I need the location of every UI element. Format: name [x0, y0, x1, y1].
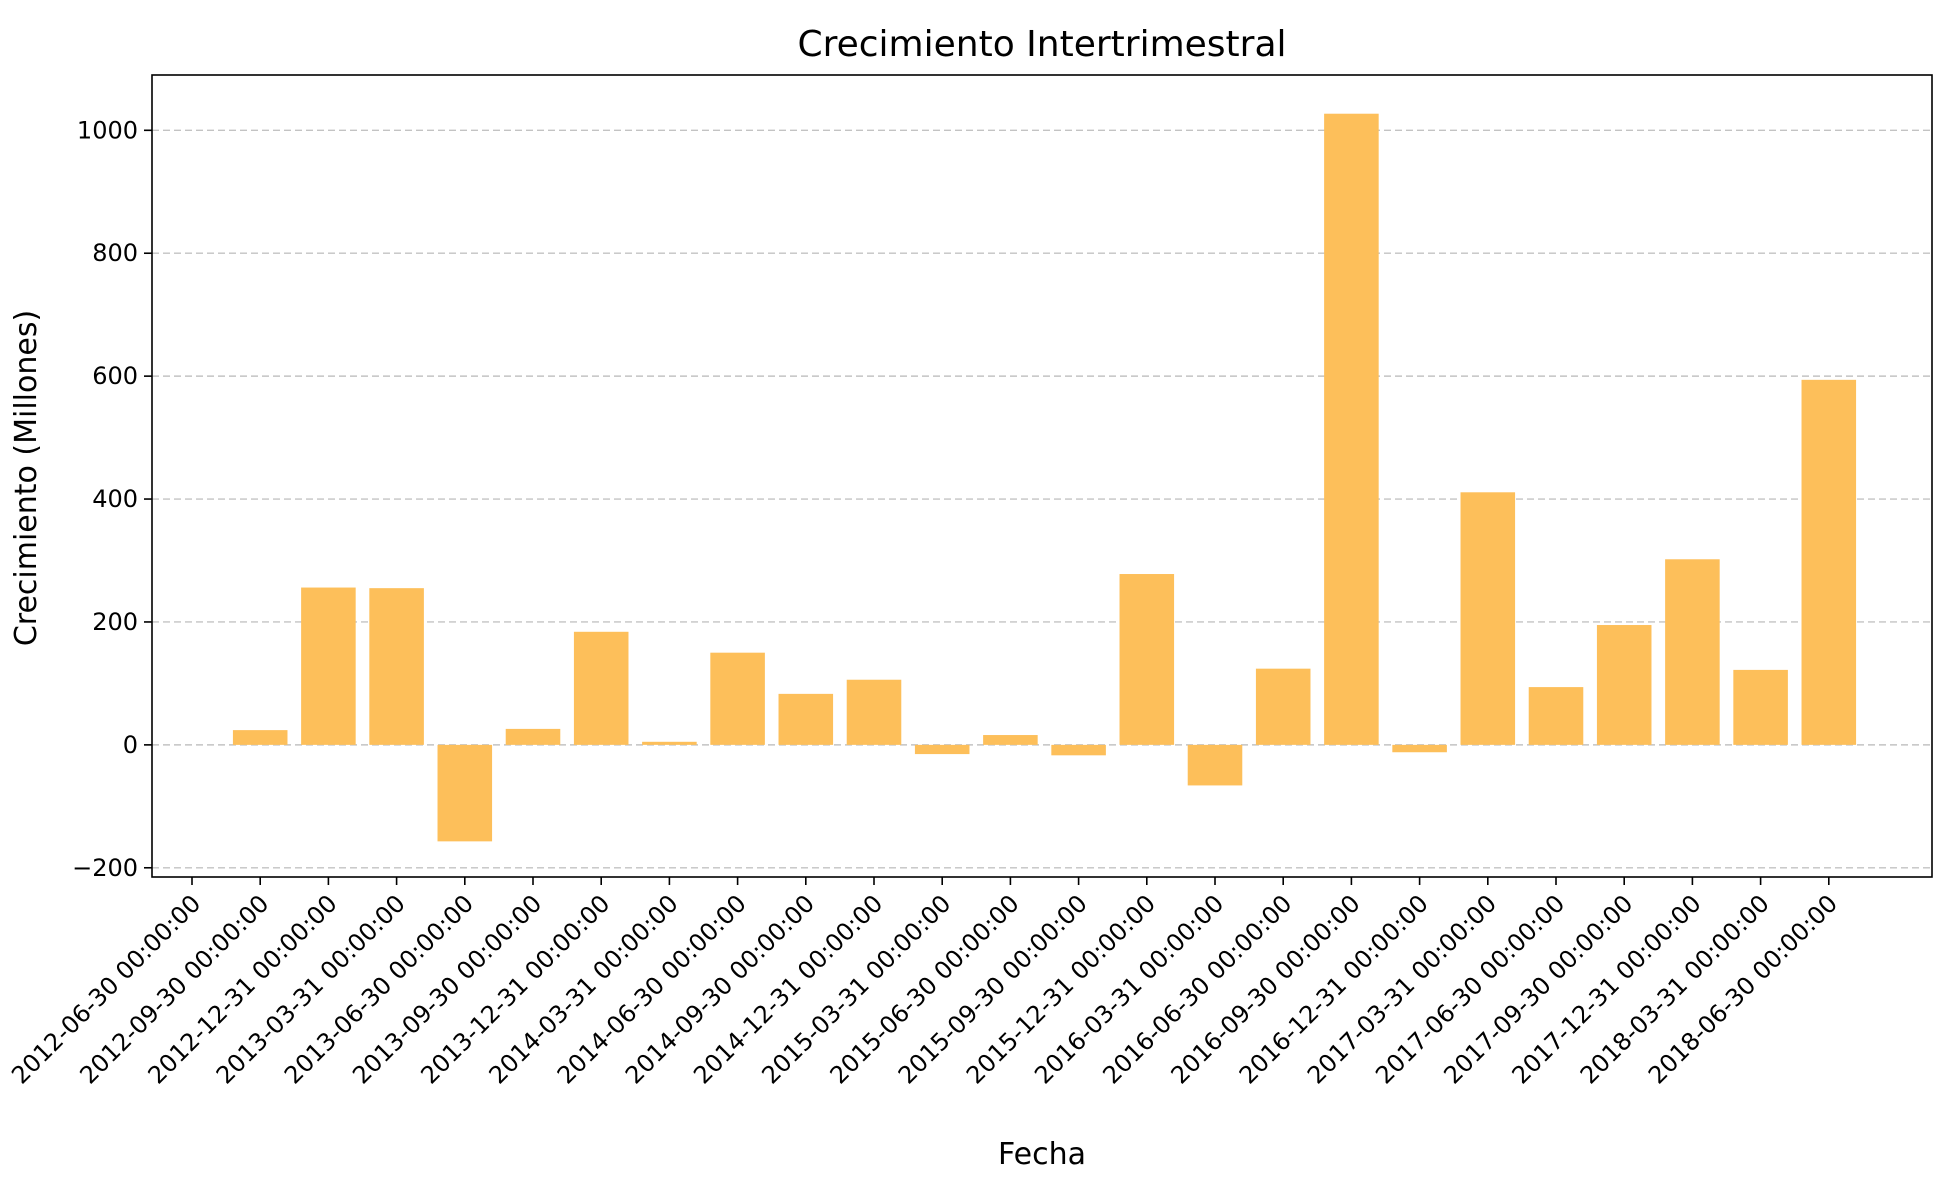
- bar: [1255, 668, 1311, 745]
- bar: [505, 728, 561, 745]
- y-tick-label: 600: [92, 362, 138, 390]
- bar: [710, 652, 765, 745]
- bar: [573, 631, 629, 745]
- bar: [1801, 379, 1857, 745]
- bar: [846, 679, 902, 745]
- chart-title: Crecimiento Intertrimestral: [797, 24, 1286, 65]
- grid-lines: [152, 129, 1932, 869]
- bar: [1392, 744, 1447, 753]
- bar: [1187, 744, 1243, 786]
- bar: [1733, 669, 1788, 745]
- bar: [369, 588, 424, 745]
- plot-area-frame: [151, 74, 1933, 878]
- y-tick-label: 1000: [77, 116, 138, 144]
- y-axis-ticks: −200 0 200 400 600 800 1000: [72, 116, 152, 882]
- bar: [983, 735, 1038, 745]
- y-tick-label: 200: [92, 608, 138, 636]
- bar: [1051, 744, 1106, 756]
- y-tick-label: 0: [123, 731, 138, 759]
- bar: [1596, 625, 1652, 745]
- bar: [1324, 113, 1379, 745]
- bar: [1528, 687, 1584, 745]
- bar: [914, 744, 970, 755]
- x-axis-title: Fecha: [998, 1137, 1086, 1172]
- bar: [642, 741, 697, 745]
- bar: [232, 730, 288, 745]
- bar: [1119, 574, 1175, 745]
- bar: [1460, 492, 1516, 745]
- y-tick-label: 400: [92, 485, 138, 513]
- bar: [1665, 559, 1720, 745]
- y-axis-title: Crecimiento (Millones): [9, 310, 44, 646]
- bar: [301, 587, 356, 745]
- bar: [778, 693, 834, 745]
- bar: [437, 744, 493, 842]
- y-tick-label: 800: [92, 239, 138, 267]
- bars: [232, 113, 1857, 842]
- y-tick-label: −200: [72, 854, 138, 882]
